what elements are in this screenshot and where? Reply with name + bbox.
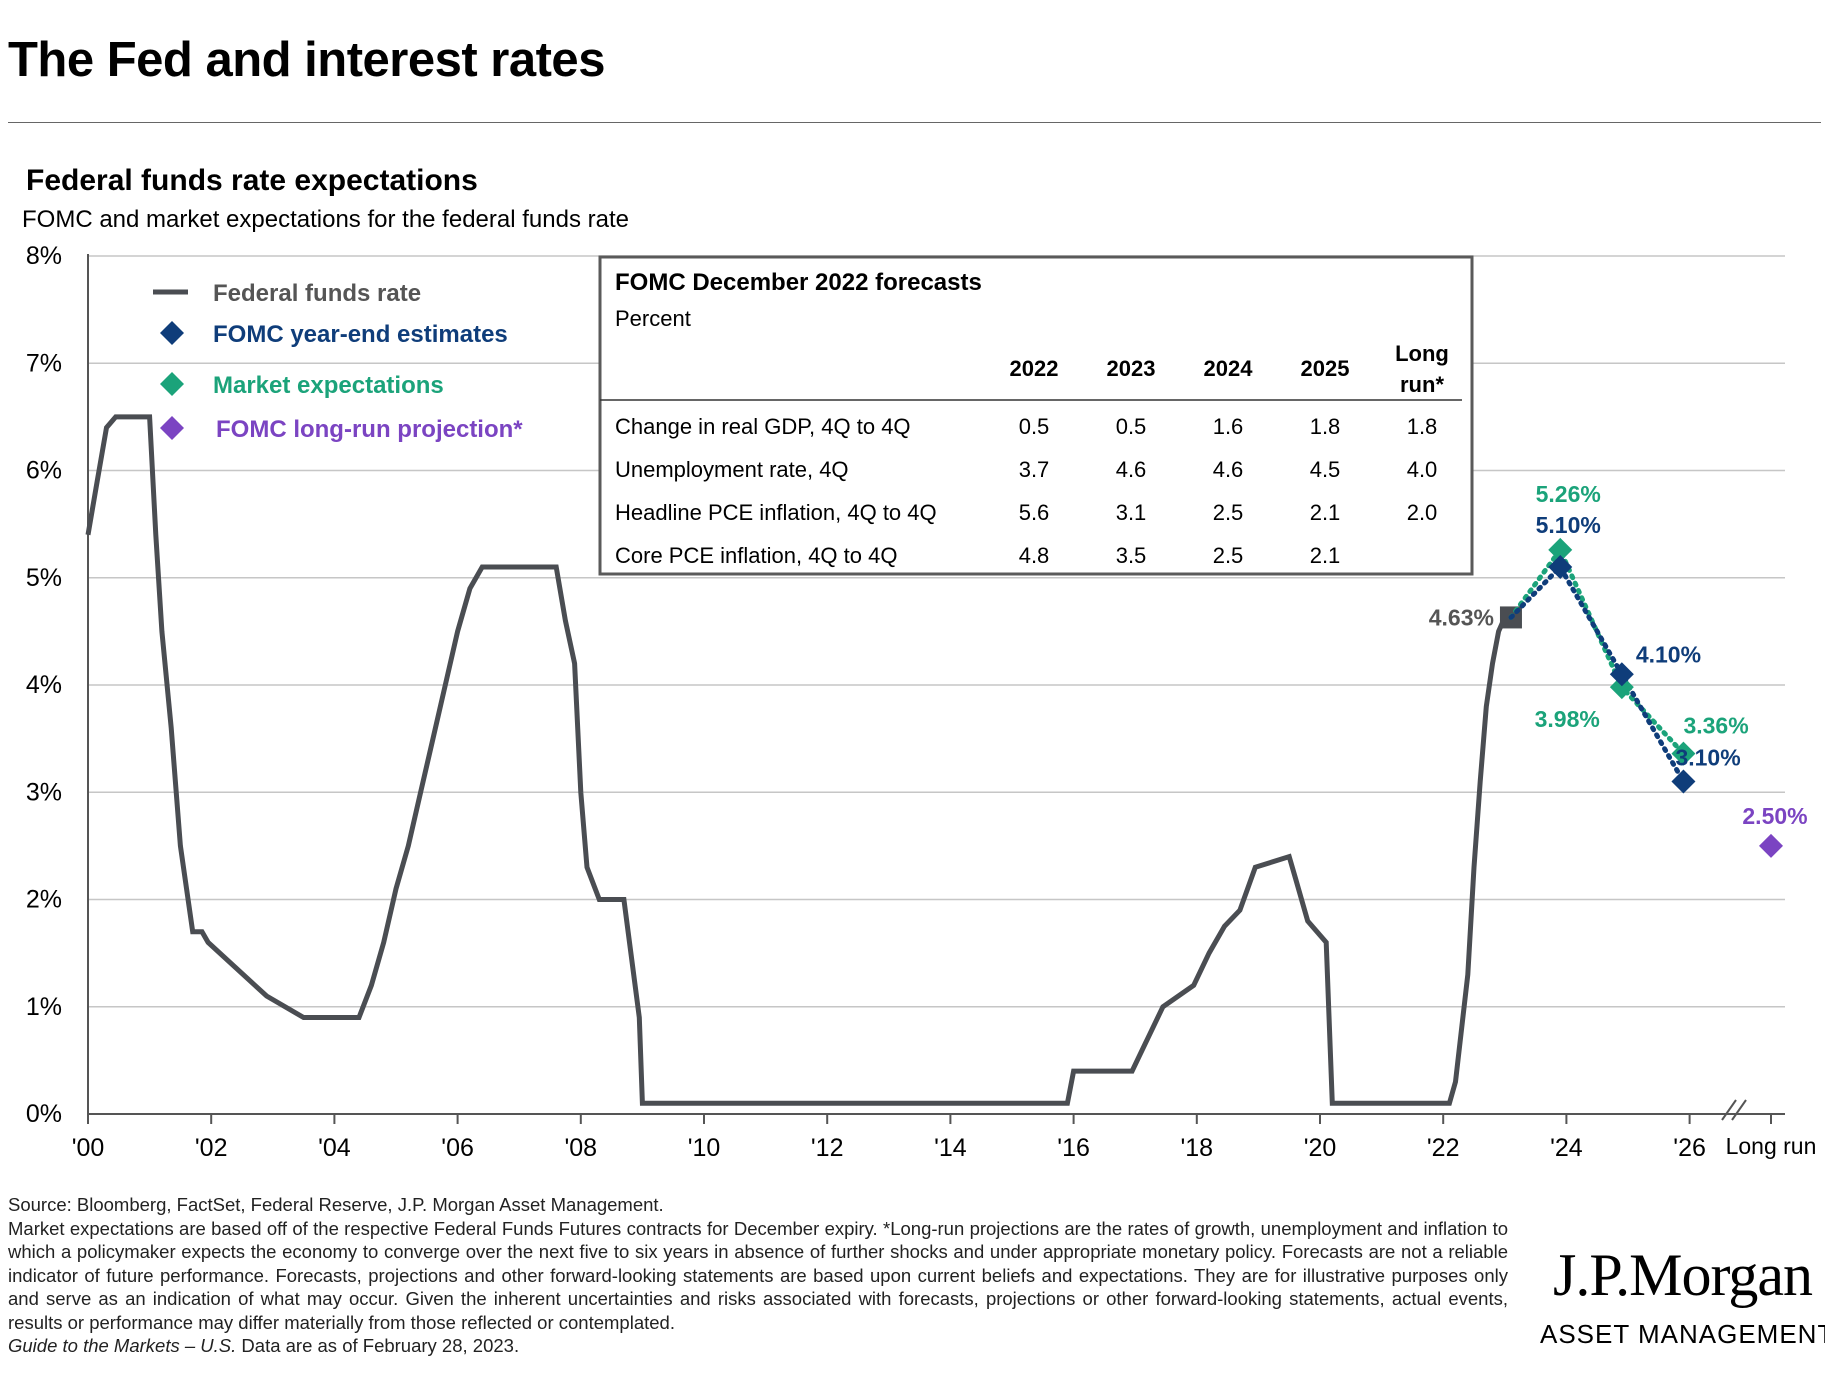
y-tick-label: 3% bbox=[26, 778, 62, 806]
forecast-table-cell: 2.1 bbox=[1310, 543, 1341, 568]
chart-title: Federal funds rate expectations bbox=[26, 164, 478, 197]
legend-label: FOMC long-run projection* bbox=[216, 416, 523, 443]
x-tick-label: '24 bbox=[1550, 1134, 1583, 1162]
long-run-data-label: 2.50% bbox=[1742, 803, 1807, 829]
x-tick-label: Long run bbox=[1726, 1133, 1817, 1159]
fomc-long-run-point bbox=[1759, 833, 1783, 858]
forecast-table-row-label: Headline PCE inflation, 4Q to 4Q bbox=[615, 500, 937, 525]
forecast-table-row-label: Core PCE inflation, 4Q to 4Q bbox=[615, 543, 897, 568]
forecast-table-header: Long bbox=[1395, 341, 1449, 366]
x-tick-label: '16 bbox=[1057, 1134, 1090, 1162]
jpmorgan-logo: J.P.Morgan ASSET MANAGEMENT bbox=[1540, 1242, 1825, 1350]
legend-label: Federal funds rate bbox=[213, 280, 421, 307]
y-tick-label: 1% bbox=[26, 993, 62, 1021]
x-tick-label: '04 bbox=[318, 1134, 351, 1162]
x-tick-label: '00 bbox=[72, 1134, 105, 1162]
forecast-table-cell: 4.5 bbox=[1310, 457, 1341, 482]
x-tick-label: '12 bbox=[811, 1134, 844, 1162]
footnotes: Source: Bloomberg, FactSet, Federal Rese… bbox=[8, 1193, 1508, 1358]
data-date: Data are as of February 28, 2023. bbox=[236, 1335, 520, 1356]
y-tick-label: 7% bbox=[26, 349, 62, 377]
logo-subtitle: ASSET MANAGEMENT bbox=[1540, 1319, 1825, 1349]
forecast-table-cell: 4.0 bbox=[1407, 457, 1438, 482]
fomc-data-label: 4.10% bbox=[1636, 641, 1701, 667]
guide-title: Guide to the Markets – U.S. bbox=[8, 1335, 237, 1356]
forecast-table-cell: 2.5 bbox=[1213, 543, 1244, 568]
x-tick-label: '18 bbox=[1181, 1134, 1214, 1162]
forecast-table-row-label: Unemployment rate, 4Q bbox=[615, 457, 849, 482]
fomc-data-label: 3.10% bbox=[1675, 745, 1740, 771]
forecast-table-cell: 1.8 bbox=[1407, 414, 1438, 439]
x-tick-label: '08 bbox=[565, 1134, 598, 1162]
forecast-table-cell: 2.1 bbox=[1310, 500, 1341, 525]
logo-wordmark: J.P.Morgan bbox=[1553, 1242, 1813, 1308]
forecast-table-cell: 3.7 bbox=[1019, 457, 1050, 482]
forecast-table-title: FOMC December 2022 forecasts bbox=[615, 269, 982, 296]
x-tick-label: '14 bbox=[934, 1134, 967, 1162]
y-tick-label: 0% bbox=[26, 1100, 62, 1128]
fomc-estimate-point bbox=[1609, 662, 1634, 687]
fomc-estimates-line bbox=[1508, 562, 1686, 784]
forecast-table-cell: 0.5 bbox=[1019, 414, 1050, 439]
forecast-table-cell: 5.6 bbox=[1019, 500, 1050, 525]
axis-break-mark bbox=[1721, 1099, 1737, 1121]
legend-label: Market expectations bbox=[213, 372, 444, 399]
forecast-table-header: 2024 bbox=[1204, 356, 1254, 381]
x-tick-label: '22 bbox=[1427, 1134, 1460, 1162]
market-expectation-point bbox=[1671, 741, 1696, 766]
y-tick-label: 6% bbox=[26, 457, 62, 485]
x-tick-label: '26 bbox=[1673, 1134, 1706, 1162]
y-tick-label: 4% bbox=[26, 671, 62, 699]
legend-label: FOMC year-end estimates bbox=[213, 321, 508, 348]
y-tick-label: 8% bbox=[26, 242, 62, 270]
legend-swatch-diamond bbox=[160, 416, 184, 440]
chart-subtitle: FOMC and market expectations for the fed… bbox=[22, 206, 629, 233]
forecast-table-cell: 3.1 bbox=[1116, 500, 1147, 525]
forecast-table-box bbox=[598, 255, 1474, 576]
fed-funds-chart: 0% 1% 2% 3% 4% 5% 6% 7% 8% '00 '02 '04 '06 '08 '10 '12 '… bbox=[26, 242, 1817, 1162]
y-tick-label: 5% bbox=[26, 564, 62, 592]
forecast-table-cell: 1.8 bbox=[1310, 414, 1341, 439]
fed-funds-rate-line bbox=[85, 414, 1511, 1106]
x-tick-label: '06 bbox=[441, 1134, 474, 1162]
forecast-table-subtitle: Percent bbox=[615, 306, 691, 331]
title-divider bbox=[8, 122, 1821, 123]
forecast-table-header: 2023 bbox=[1107, 356, 1156, 381]
fomc-data-label: 5.10% bbox=[1536, 512, 1601, 538]
x-tick-label: '20 bbox=[1304, 1134, 1337, 1162]
market-expectation-point bbox=[1609, 675, 1634, 700]
forecast-table-header: 2022 bbox=[1010, 356, 1059, 381]
forecast-table-cell: 3.5 bbox=[1116, 543, 1147, 568]
market-expectation-point bbox=[1548, 537, 1573, 562]
forecast-table-cell: 4.8 bbox=[1019, 543, 1050, 568]
market-data-label: 3.98% bbox=[1535, 706, 1600, 732]
market-data-label: 3.36% bbox=[1683, 713, 1748, 739]
forecast-table-header: run* bbox=[1400, 372, 1444, 397]
fomc-estimate-point bbox=[1548, 555, 1573, 580]
legend-swatch-diamond bbox=[160, 372, 184, 396]
x-tick-label: '02 bbox=[195, 1134, 228, 1162]
disclaimer-note: Market expectations are based off of the… bbox=[8, 1217, 1508, 1333]
guide-note: Guide to the Markets – U.S. Data are as … bbox=[8, 1334, 1508, 1358]
forecast-table-cell: 2.5 bbox=[1213, 500, 1244, 525]
forecast-table-cell: 0.5 bbox=[1116, 414, 1147, 439]
forecast-table-header: 2025 bbox=[1301, 356, 1350, 381]
forecast-table-cell: 4.6 bbox=[1213, 457, 1244, 482]
market-data-label: 5.26% bbox=[1536, 481, 1601, 507]
page-title: The Fed and interest rates bbox=[8, 33, 605, 87]
axis-break-mark bbox=[1731, 1099, 1747, 1121]
forecast-table-cell: 1.6 bbox=[1213, 414, 1244, 439]
forecast-table-cell: 2.0 bbox=[1407, 500, 1438, 525]
fomc-estimate-point bbox=[1671, 769, 1696, 794]
forecast-table-cell: 4.6 bbox=[1116, 457, 1147, 482]
y-tick-label: 2% bbox=[26, 886, 62, 914]
forecast-table-row-label: Change in real GDP, 4Q to 4Q bbox=[615, 414, 911, 439]
source-note: Source: Bloomberg, FactSet, Federal Rese… bbox=[8, 1194, 664, 1215]
legend-swatch-diamond bbox=[160, 321, 184, 345]
fed-funds-end-label: 4.63% bbox=[1429, 604, 1494, 630]
x-tick-label: '10 bbox=[688, 1134, 721, 1162]
